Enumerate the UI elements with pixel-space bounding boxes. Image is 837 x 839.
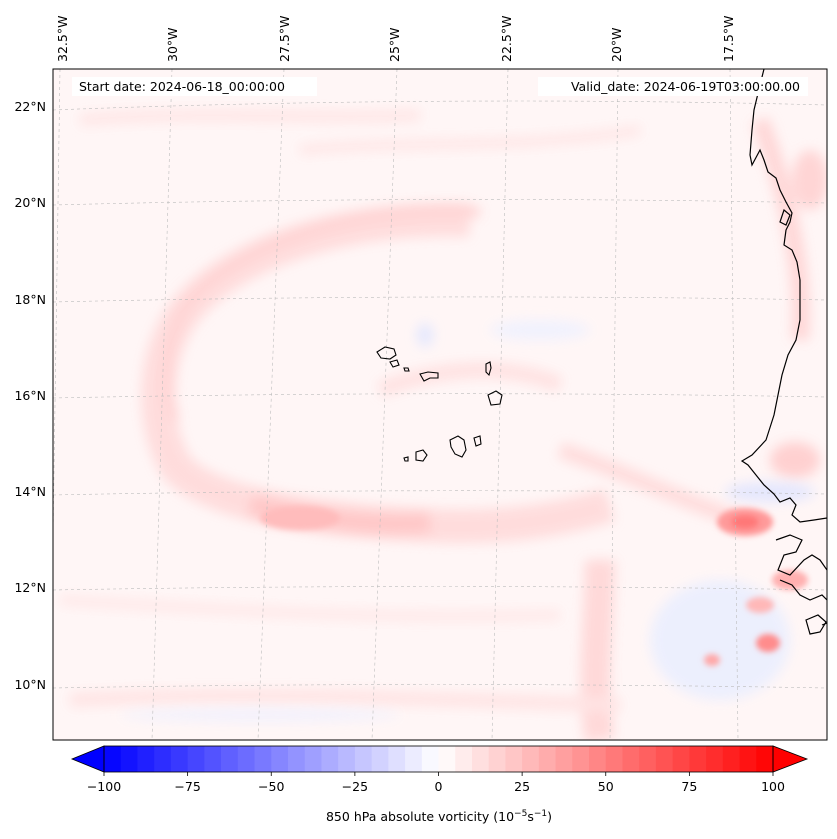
colorbar-tick-label: 75 xyxy=(681,779,697,794)
lon-label: 25°W xyxy=(387,27,402,62)
island-sal xyxy=(485,361,492,377)
colorbar-ticks: −100 −75 −50 −25 0 25 50 75 100 xyxy=(87,772,785,794)
colorbar-segment xyxy=(388,746,406,772)
colorbar-segment xyxy=(739,746,757,772)
island-santo-antao xyxy=(376,346,397,360)
colorbar-segment xyxy=(756,746,774,772)
colorbar-segment xyxy=(471,746,490,772)
valid-date-annotation: Valid_date: 2024-06-19T03:00:00.00 xyxy=(538,77,808,96)
colorbar-tick-label: −100 xyxy=(87,779,121,794)
colorbar-segment xyxy=(287,746,306,772)
colorbar-segment xyxy=(221,746,239,772)
lat-label: 18°N xyxy=(14,292,46,307)
colorbar-segment xyxy=(237,746,255,772)
colorbar-segment xyxy=(371,746,389,772)
colorbar: −100 −75 −50 −25 0 25 50 75 100 850 hPa absolute… xyxy=(70,745,809,824)
colorbar-tick-label: −25 xyxy=(342,779,368,794)
colorbar-segment xyxy=(338,746,356,772)
colorbar-segment xyxy=(689,746,707,772)
island-sao-nicolau xyxy=(419,371,439,382)
colorbar-segment xyxy=(538,746,556,772)
lat-label: 16°N xyxy=(14,388,46,403)
colorbar-tick-label: 0 xyxy=(435,779,443,794)
colorbar-tick-label: −50 xyxy=(258,779,284,794)
colorbar-tick-label: −75 xyxy=(174,779,200,794)
colorbar-segment xyxy=(405,746,423,772)
colorbar-segment xyxy=(137,746,155,772)
island-boa-vista xyxy=(487,390,503,406)
colorbar-segment xyxy=(722,746,740,772)
lon-label: 32.5°W xyxy=(55,16,70,62)
latitude-labels: 22°N 20°N 18°N 16°N 14°N 12°N 10°N xyxy=(14,99,46,692)
colorbar-segment xyxy=(488,746,506,772)
colorbar-segment xyxy=(271,746,289,772)
island-santiago xyxy=(449,435,467,458)
lat-label: 14°N xyxy=(14,484,46,499)
colorbar-segment xyxy=(170,746,189,772)
colorbar-segment xyxy=(154,746,172,772)
colorbar-segment xyxy=(522,746,540,772)
colorbar-segment xyxy=(622,746,640,772)
colorbar-segment xyxy=(438,746,456,772)
island-sao-vicente xyxy=(389,359,400,368)
colorbar-segment xyxy=(589,746,607,772)
island-maio xyxy=(473,435,482,447)
colorbar-segment xyxy=(421,746,439,772)
vorticity-field xyxy=(59,109,827,740)
colorbar-segment xyxy=(120,746,138,772)
colorbar-segment xyxy=(204,746,222,772)
start-date-annotation: Start date: 2024-06-18_00:00:00 xyxy=(72,77,317,96)
colorbar-tick-label: 25 xyxy=(514,779,530,794)
lon-label: 17.5°W xyxy=(721,16,736,62)
lat-label: 20°N xyxy=(14,195,46,210)
colorbar-segment xyxy=(555,746,573,772)
map-frame xyxy=(52,68,828,741)
colorbar-segment xyxy=(321,746,339,772)
island-fogo xyxy=(415,449,428,462)
colorbar-label: 850 hPa absolute vorticity (10−5s−1) xyxy=(326,809,552,824)
longitude-labels: 32.5°W 30°W 27.5°W 25°W 22.5°W 20°W 17.5… xyxy=(55,16,736,62)
colorbar-segment xyxy=(187,746,205,772)
lat-label: 10°N xyxy=(14,677,46,692)
graticule xyxy=(53,69,827,740)
colorbar-tick-label: 50 xyxy=(598,779,614,794)
colorbar-segment xyxy=(605,746,623,772)
island-brava xyxy=(403,456,409,462)
valid-date-text: Valid_date: 2024-06-19T03:00:00.00 xyxy=(571,79,800,94)
colorbar-segments xyxy=(104,746,774,772)
lon-label: 20°W xyxy=(609,27,624,62)
colorbar-segment xyxy=(254,746,272,772)
colorbar-segment xyxy=(354,746,373,772)
african-coastline xyxy=(740,69,827,635)
lon-label: 22.5°W xyxy=(499,16,514,62)
cape-verde-islands xyxy=(376,346,503,462)
colorbar-tick-label: 100 xyxy=(761,779,785,794)
map-panel: Start date: 2024-06-18_00:00:00 Valid_da… xyxy=(52,68,828,741)
colorbar-segment xyxy=(505,746,523,772)
colorbar-segment xyxy=(455,746,473,772)
lat-label: 22°N xyxy=(14,99,46,114)
colorbar-segment xyxy=(672,746,690,772)
colorbar-segment xyxy=(104,746,122,772)
colorbar-segment xyxy=(572,746,590,772)
lon-label: 27.5°W xyxy=(277,16,292,62)
colorbar-segment xyxy=(304,746,322,772)
start-date-text: Start date: 2024-06-18_00:00:00 xyxy=(79,79,285,94)
colorbar-segment xyxy=(706,746,724,772)
lon-label: 30°W xyxy=(165,27,180,62)
colorbar-min-extend xyxy=(70,745,105,773)
colorbar-max-extend xyxy=(772,745,809,773)
colorbar-segment xyxy=(655,746,674,772)
colorbar-segment xyxy=(639,746,657,772)
island-santa-luzia xyxy=(403,367,410,372)
lat-label: 12°N xyxy=(14,580,46,595)
